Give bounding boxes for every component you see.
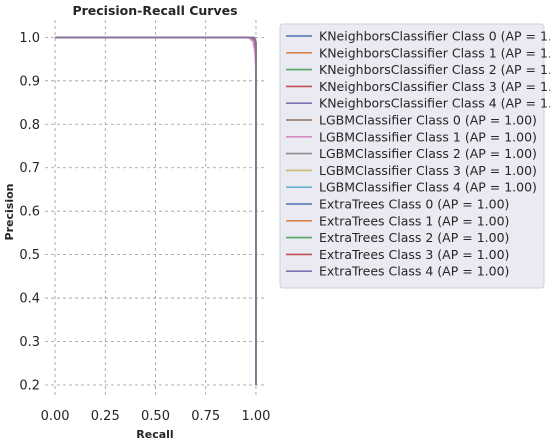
y-tick-label-0: 0.2 bbox=[19, 378, 40, 393]
y-tick-label-4: 0.6 bbox=[19, 205, 40, 220]
legend-label-14: ExtraTrees Class 4 (AP = 1.00) bbox=[319, 264, 509, 279]
legend-label-12: ExtraTrees Class 2 (AP = 1.00) bbox=[319, 230, 509, 245]
legend-label-2: KNeighborsClassifier Class 2 (AP = 1.00) bbox=[319, 62, 550, 77]
legend-label-3: KNeighborsClassifier Class 3 (AP = 1.00) bbox=[319, 79, 550, 94]
legend-label-1: KNeighborsClassifier Class 1 (AP = 1.00) bbox=[319, 45, 550, 60]
y-axis-label: Precision bbox=[3, 184, 16, 241]
legend-label-10: ExtraTrees Class 0 (AP = 1.00) bbox=[319, 197, 509, 212]
legend-label-13: ExtraTrees Class 3 (AP = 1.00) bbox=[319, 247, 509, 262]
x-tick-labels: 0.00 0.25 0.50 0.75 1.00 bbox=[41, 409, 271, 424]
legend-label-7: LGBMClassifier Class 2 (AP = 1.00) bbox=[319, 146, 537, 161]
y-tick-label-5: 0.7 bbox=[19, 161, 40, 176]
legend: KNeighborsClassifier Class 0 (AP = 1.00)… bbox=[279, 23, 550, 289]
x-tick-label-3: 0.75 bbox=[191, 409, 220, 424]
x-tick-label-1: 0.25 bbox=[91, 409, 120, 424]
legend-label-6: LGBMClassifier Class 1 (AP = 1.00) bbox=[319, 129, 537, 144]
series-line-14 bbox=[55, 36, 257, 385]
legend-label-11: ExtraTrees Class 1 (AP = 1.00) bbox=[319, 213, 509, 228]
legend-items: KNeighborsClassifier Class 0 (AP = 1.00)… bbox=[286, 29, 550, 279]
legend-label-5: LGBMClassifier Class 0 (AP = 1.00) bbox=[319, 113, 537, 128]
legend-label-4: KNeighborsClassifier Class 4 (AP = 1.00) bbox=[319, 96, 550, 111]
chart-title: Precision-Recall Curves bbox=[72, 3, 237, 18]
legend-label-8: LGBMClassifier Class 3 (AP = 1.00) bbox=[319, 163, 537, 178]
y-tick-label-3: 0.5 bbox=[19, 248, 40, 263]
legend-label-0: KNeighborsClassifier Class 0 (AP = 1.00) bbox=[319, 29, 550, 44]
y-tick-label-1: 0.3 bbox=[19, 335, 40, 350]
y-tick-label-2: 0.4 bbox=[19, 292, 40, 307]
y-tick-label-8: 1.0 bbox=[19, 31, 40, 46]
x-tick-label-4: 1.00 bbox=[241, 409, 270, 424]
y-tick-label-6: 0.8 bbox=[19, 118, 40, 133]
x-axis-label: Recall bbox=[136, 428, 173, 441]
plot-area bbox=[45, 20, 266, 398]
y-tick-label-7: 0.9 bbox=[19, 74, 40, 89]
x-tick-label-0: 0.00 bbox=[41, 409, 70, 424]
x-tick-label-2: 0.50 bbox=[141, 409, 170, 424]
legend-box bbox=[279, 23, 545, 289]
y-tick-labels: 0.2 0.3 0.4 0.5 0.6 0.7 0.8 0.9 1.0 bbox=[19, 31, 40, 394]
legend-label-9: LGBMClassifier Class 4 (AP = 1.00) bbox=[319, 180, 537, 195]
series-layer bbox=[55, 36, 257, 385]
